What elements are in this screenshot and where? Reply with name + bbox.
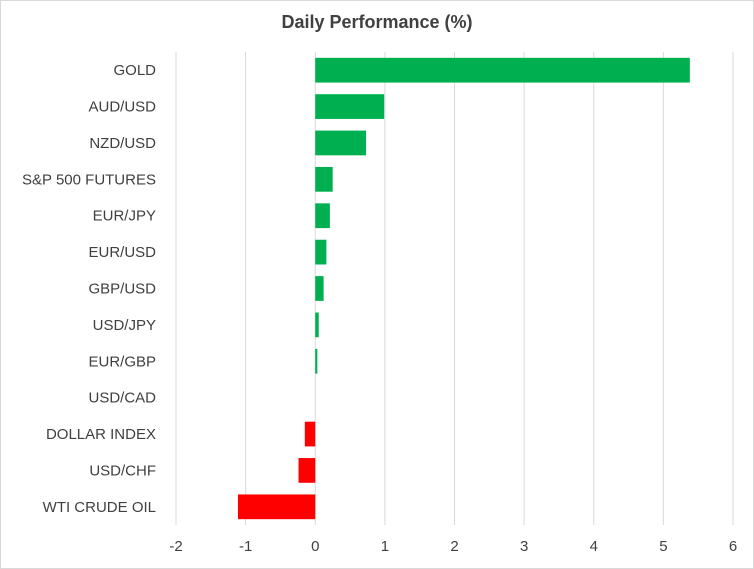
category-label: DOLLAR INDEX (46, 426, 156, 443)
bar-nzd-usd (315, 130, 367, 156)
x-tick-label: 0 (311, 538, 319, 555)
category-label: USD/CHF (89, 462, 156, 479)
x-tick-label: 1 (381, 538, 389, 555)
bar-gold (315, 57, 690, 83)
grid-lines (175, 52, 734, 525)
bar-eur-gbp (315, 348, 318, 374)
category-label: GBP/USD (88, 281, 156, 298)
bar-eur-usd (315, 239, 327, 265)
x-tick-label: 3 (520, 538, 528, 555)
bar-gbp-usd (315, 276, 324, 301)
bar-usd-chf (298, 458, 316, 483)
category-label: EUR/USD (88, 244, 156, 261)
category-label: GOLD (113, 62, 156, 79)
category-label: USD/CAD (88, 390, 156, 407)
bar-eur-jpy (315, 203, 330, 229)
bar-dollar-index (304, 421, 316, 447)
x-tick-label: -2 (169, 538, 182, 555)
bar-s-p-500-futures (315, 166, 333, 192)
chart-title: Daily Performance (%) (281, 12, 473, 32)
category-label: USD/JPY (93, 317, 156, 334)
category-label: WTI CRUDE OIL (43, 499, 156, 516)
category-labels: GOLD AUD/USD NZD/USD S&P 500 FUTURES EUR/JPY… (22, 62, 156, 516)
bar-usd-jpy (315, 312, 319, 338)
bars (237, 57, 690, 520)
category-label: NZD/USD (89, 135, 156, 152)
x-tick-label: 2 (450, 538, 458, 555)
category-label: AUD/USD (88, 99, 156, 116)
x-tick-label: 4 (590, 538, 598, 555)
bar-aud-usd (315, 94, 385, 119)
x-axis-tick-labels: -2 -1 0 1 2 3 4 5 6 (169, 538, 737, 555)
x-tick-label: 5 (659, 538, 667, 555)
category-label: S&P 500 FUTURES (22, 171, 156, 188)
x-tick-label: -1 (239, 538, 252, 555)
category-label: EUR/JPY (93, 208, 156, 225)
x-tick-label: 6 (729, 538, 737, 555)
category-label: EUR/GBP (88, 353, 156, 370)
bar-wti-crude-oil (237, 494, 316, 520)
